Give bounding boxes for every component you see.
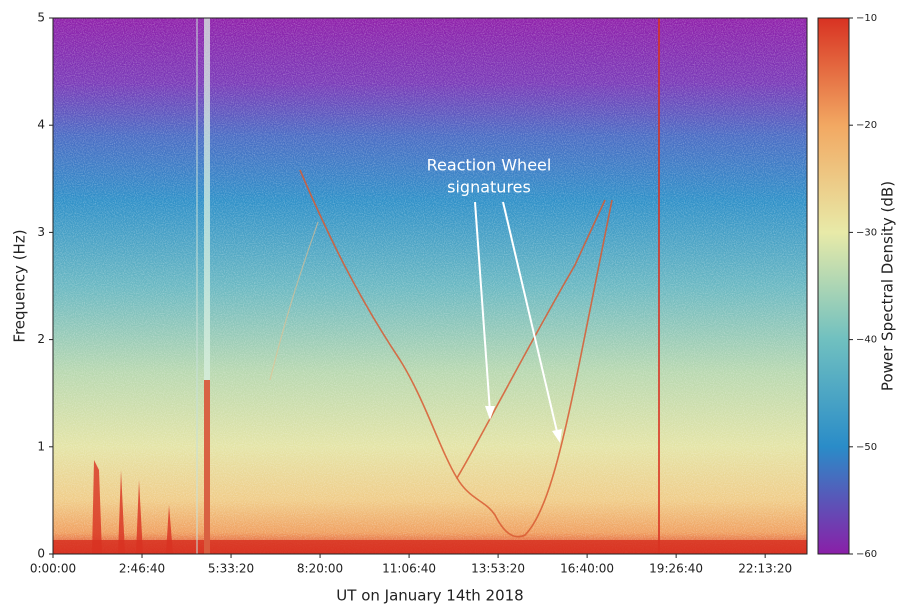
annotation: signatures	[447, 178, 531, 197]
colorbar	[817, 17, 850, 555]
colorbar-tick-label: −20	[856, 120, 877, 131]
y-tick-label: 1	[37, 439, 45, 453]
colorbar-title: Power Spectral Density (dB)	[879, 181, 897, 391]
y-tick-label: 5	[37, 11, 45, 25]
spikes	[92, 460, 173, 554]
x-tick-label: 16:40:00	[560, 562, 614, 576]
reaction-wheel-curve	[299, 169, 606, 480]
x-axis-title: UT on January 14th 2018	[336, 587, 523, 605]
arrow-heads	[485, 406, 562, 443]
colorbar-tick-label: −10	[856, 13, 877, 24]
low-frequency-band	[53, 540, 807, 554]
y-tick-label: 4	[37, 118, 45, 132]
y-axis-title: Frequency (Hz)	[11, 229, 29, 342]
x-tick-label: 19:26:40	[649, 562, 703, 576]
y-tick-label: 2	[37, 332, 45, 346]
spectrogram	[53, 18, 807, 554]
x-tick-label: 0:00:00	[30, 562, 76, 576]
annotation-arrows	[474, 201, 559, 437]
reaction-wheel-curve	[269, 221, 319, 381]
y-tick-label: 0	[37, 547, 45, 561]
plot-frame	[52, 17, 808, 555]
colorbar-tick-label: −30	[856, 227, 877, 238]
y-tick-label: 3	[37, 225, 45, 239]
x-tick-label: 11:06:40	[382, 562, 436, 576]
x-tick-label: 2:46:40	[119, 562, 165, 576]
colorbar-tick-label: −40	[856, 335, 877, 346]
streak	[658, 18, 660, 554]
x-tick-label: 22:13:20	[738, 562, 792, 576]
noise-texture	[53, 18, 807, 554]
reaction-wheel-curve	[456, 199, 613, 538]
colorbar-tick-label: −60	[856, 549, 877, 560]
x-tick-label: 5:33:20	[208, 562, 254, 576]
annotation: Reaction Wheel	[427, 156, 552, 175]
x-tick-label: 13:53:20	[471, 562, 525, 576]
colorbar-tick-label: −50	[856, 442, 877, 453]
streak	[204, 18, 210, 554]
streak	[204, 380, 210, 554]
x-tick-label: 8:20:00	[297, 562, 343, 576]
streak	[196, 18, 198, 554]
